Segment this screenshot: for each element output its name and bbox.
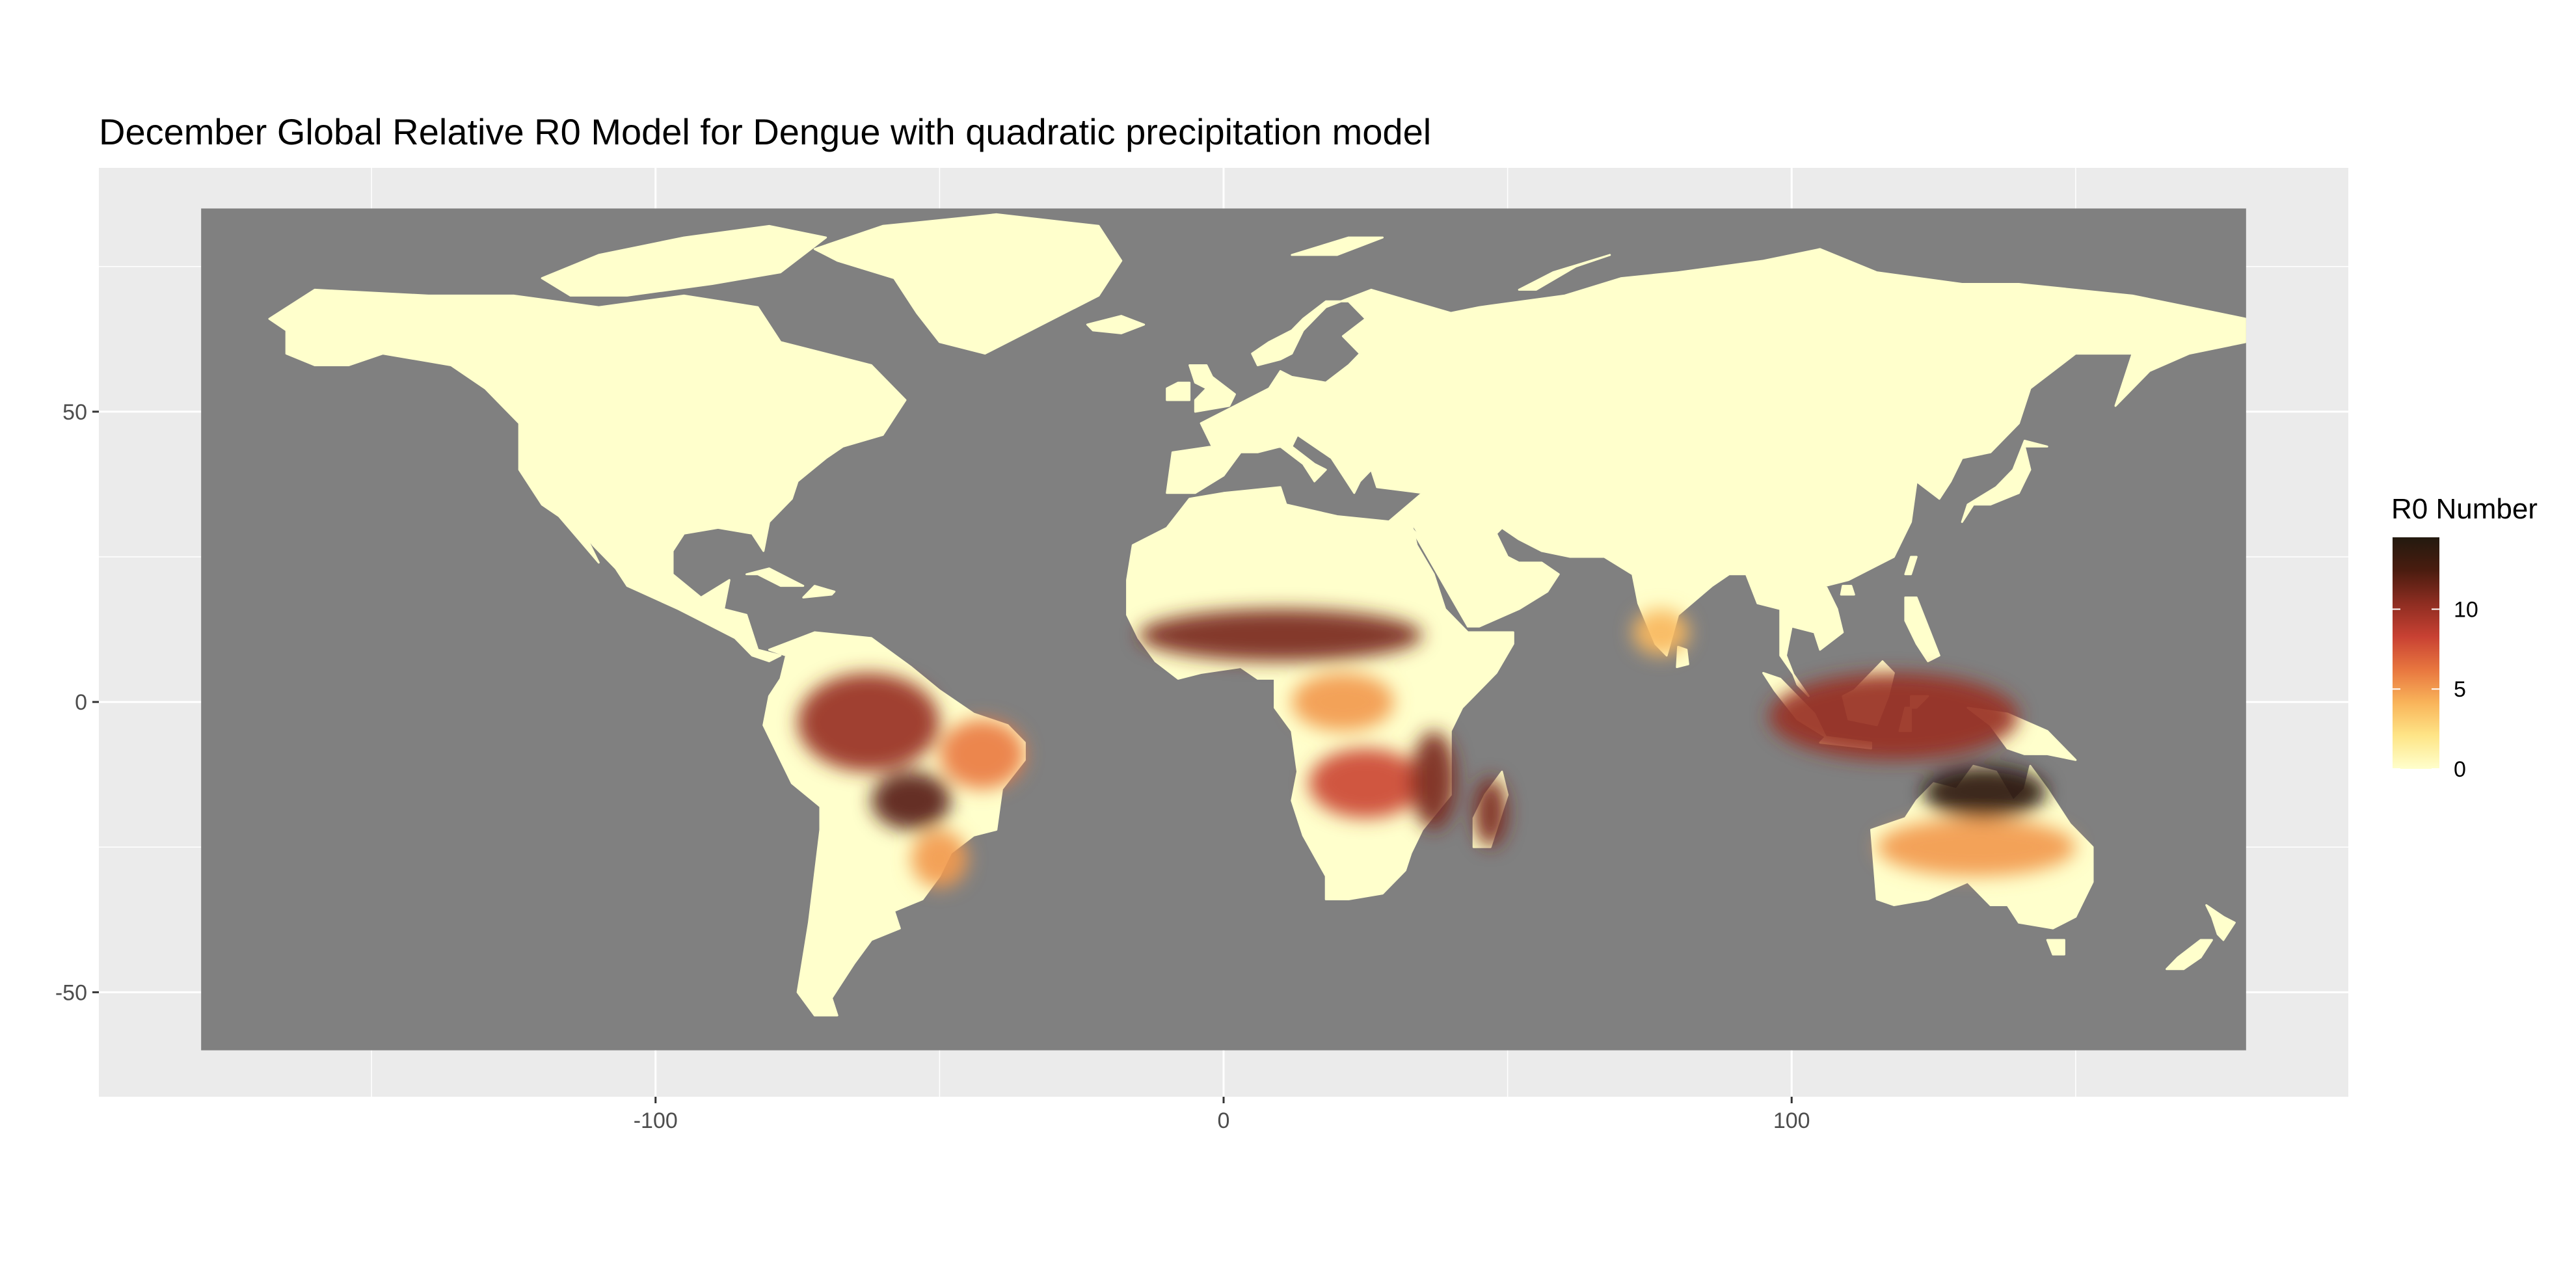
heat-region xyxy=(939,719,1025,789)
legend: R0 Number 0 5 10 xyxy=(2391,493,2538,782)
legend-ticks: 0 5 10 xyxy=(2393,597,2478,782)
heat-region xyxy=(911,829,969,888)
heat-region xyxy=(1632,609,1690,656)
heat-region xyxy=(1769,673,2019,760)
y-tick-label: 0 xyxy=(75,690,87,715)
y-tick-label: -50 xyxy=(55,980,87,1005)
x-tick-label: -100 xyxy=(634,1108,678,1133)
chart-title: December Global Relative R0 Model for De… xyxy=(99,111,1431,152)
landmass-philippines xyxy=(1904,597,1940,663)
legend-label: 10 xyxy=(2454,597,2478,622)
heat-region xyxy=(1291,673,1394,731)
legend-title: R0 Number xyxy=(2391,493,2538,525)
landmass-arabia-sinai xyxy=(1410,526,1469,628)
landmass-iceland xyxy=(1086,315,1146,334)
heat-region xyxy=(871,771,951,830)
x-tick-label: 100 xyxy=(1773,1108,1810,1133)
heat-region xyxy=(1922,766,2048,818)
landmass-arctic-islands xyxy=(541,224,827,297)
landmass-new-zealand-north xyxy=(2205,904,2236,941)
landmass-hainan xyxy=(1840,585,1855,596)
r0-heat-regions xyxy=(798,609,2076,888)
legend-colorbar xyxy=(2393,537,2439,769)
landmass-sri-lanka xyxy=(1676,645,1689,668)
heat-region xyxy=(1411,731,1457,830)
landmass-japan xyxy=(1961,440,2048,523)
heat-region xyxy=(1877,818,2076,876)
landmass-ireland xyxy=(1166,381,1191,401)
landmass-taiwan xyxy=(1904,556,1918,576)
landmass-svalbard xyxy=(1291,236,1384,256)
x-axis: -100 0 100 xyxy=(634,1097,1810,1133)
legend-label: 0 xyxy=(2454,757,2466,782)
heat-region xyxy=(1308,748,1423,818)
y-tick-label: 50 xyxy=(62,400,87,425)
heat-region xyxy=(798,673,940,772)
landmass-novaya-zemlya xyxy=(1518,254,1611,291)
landmass-greenland xyxy=(813,213,1123,355)
legend-label: 5 xyxy=(2454,677,2466,702)
x-tick-label: 0 xyxy=(1218,1108,1230,1133)
landmass-eurasia xyxy=(1166,248,2246,697)
y-axis: 50 0 -50 xyxy=(55,400,99,1005)
heat-region xyxy=(1473,777,1508,848)
landmass-north-america xyxy=(268,288,907,663)
landmass-new-zealand-south xyxy=(2166,939,2213,971)
landmass-hispaniola xyxy=(802,585,836,598)
heat-region xyxy=(1138,609,1423,662)
landmass-cuba xyxy=(745,567,805,587)
landmass-tasmania xyxy=(2046,939,2065,956)
landmass-great-britain xyxy=(1188,364,1236,413)
